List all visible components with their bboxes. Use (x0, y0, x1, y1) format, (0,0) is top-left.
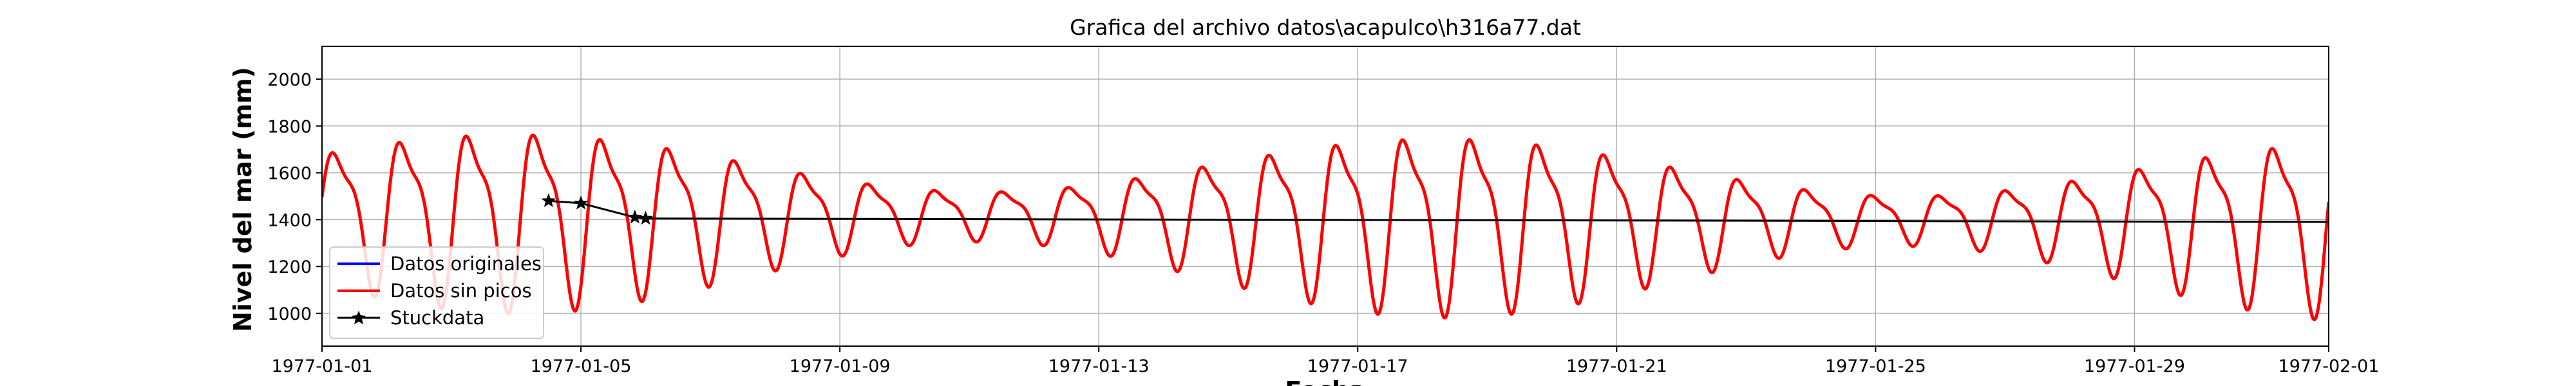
grid-lines (321, 46, 2329, 346)
legend-label-stuckdata: Stuckdata (390, 307, 484, 329)
stuckdata-point (541, 193, 556, 207)
chart-title: Grafica del archivo datos\acapulco\h316a… (1070, 15, 1581, 40)
x-tick-label: 1977-01-17 (1307, 356, 1408, 376)
x-tick-label: 1977-01-01 (272, 356, 373, 376)
stuckdata-point (627, 209, 643, 224)
x-tick-label: 1977-01-29 (2084, 356, 2185, 376)
x-tick-label: 1977-01-13 (1048, 356, 1150, 376)
x-tick-label: 1977-01-05 (531, 356, 632, 376)
x-tick-label: 1977-01-21 (1566, 356, 1667, 376)
legend-frame (329, 246, 544, 339)
y-tick-label: 1200 (267, 257, 312, 277)
x-axis-label: Fecha (1285, 376, 1365, 386)
series-line-datos-originales (322, 134, 2329, 321)
legend: Datos originales Datos sin picos Stuckda… (329, 246, 544, 339)
plot-area-frame (321, 46, 2329, 347)
y-tick-label: 1000 (267, 304, 312, 324)
x-axis-ticks: 1977-01-01 1977-01-05 1977-01-09 1977-01-13… (272, 346, 2380, 376)
y-tick-label: 1600 (267, 164, 312, 184)
stuckdata-point (638, 210, 653, 225)
series-line-datos-sin-picos (322, 133, 2329, 322)
y-tick-label: 2000 (267, 70, 312, 90)
y-axis-ticks: 1000 1200 1400 1600 1800 2000 (267, 70, 322, 324)
x-tick-label: 1977-01-09 (790, 356, 891, 376)
y-tick-label: 1400 (267, 210, 312, 230)
x-tick-label: 1977-02-01 (2278, 356, 2380, 376)
legend-marker-stuckdata (352, 311, 366, 324)
y-axis-label: Nivel del mar (mm) (229, 67, 257, 332)
y-tick-label: 1800 (267, 117, 312, 137)
legend-label-datos-originales: Datos originales (390, 253, 542, 275)
stuckdata-point (573, 195, 589, 210)
x-tick-label: 1977-01-25 (1825, 356, 1926, 376)
legend-label-datos-sin-picos: Datos sin picos (390, 280, 532, 302)
